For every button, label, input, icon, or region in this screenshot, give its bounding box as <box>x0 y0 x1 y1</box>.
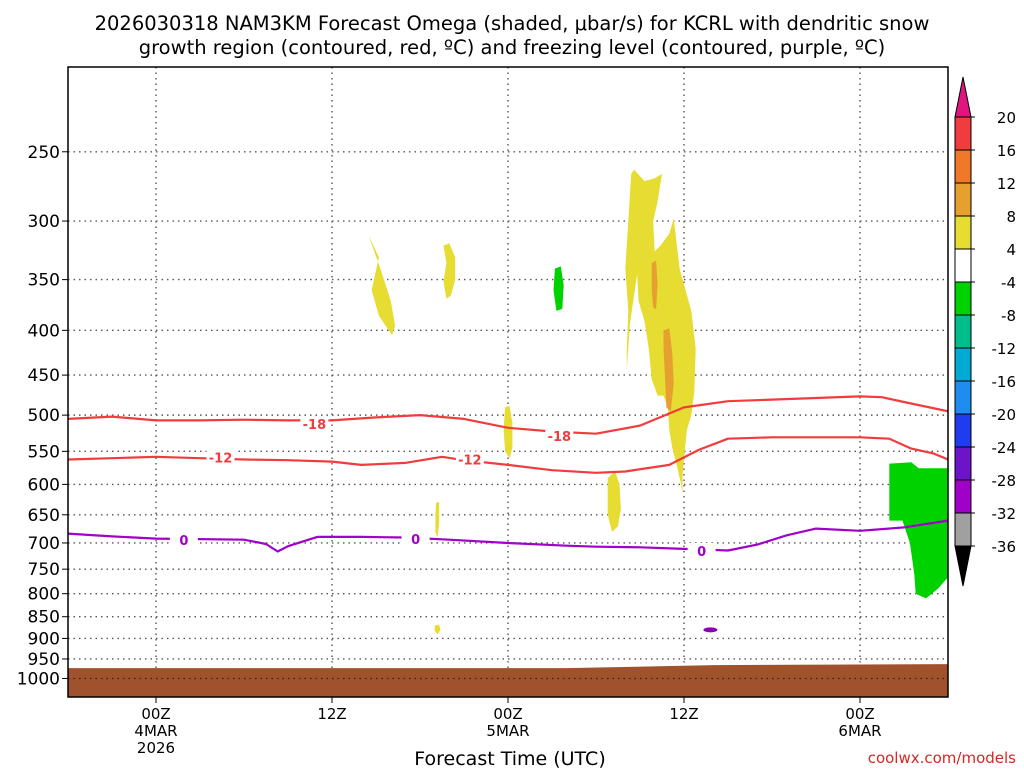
y-tick-label: 950 <box>28 650 60 670</box>
colorbar-swatch <box>954 248 972 283</box>
x-tick-label: 00Z <box>493 705 522 723</box>
colorbar-swatch <box>954 380 972 415</box>
x-axis-title: Forecast Time (UTC) <box>414 748 605 768</box>
colorbar-tick-label: -16 <box>992 373 1017 391</box>
colorbar-tick-label: -12 <box>992 340 1017 358</box>
colorbar-tick-label: -4 <box>1001 274 1016 292</box>
colorbar-swatch <box>954 215 972 250</box>
chart-title-line-2: growth region (contoured, red, ºC) and f… <box>139 36 886 59</box>
colorbar-swatch <box>954 479 972 514</box>
colorbar-swatch <box>954 281 972 316</box>
contour-label-bg <box>687 543 716 560</box>
x-tick-label: 2026 <box>137 739 175 757</box>
colorbar-tick-label: -24 <box>992 439 1017 457</box>
y-tick-label: 900 <box>28 629 60 649</box>
contour-line <box>68 519 948 553</box>
y-tick-label: 800 <box>28 585 60 605</box>
plot-content: -18 -18 -12 -12 0 0 0 <box>68 169 948 697</box>
y-tick-label: 500 <box>28 406 60 426</box>
x-tick-label: 5MAR <box>486 722 529 740</box>
contour-label: 0 <box>179 534 188 549</box>
contour-label: 0 <box>697 545 706 560</box>
y-tick-label: 700 <box>28 534 60 554</box>
colorbar-swatch <box>954 347 972 382</box>
omega-shade <box>368 235 396 336</box>
omega-shade <box>703 627 718 633</box>
colorbar-tick-label: 12 <box>997 175 1016 193</box>
x-tick-label: 12Z <box>317 705 346 723</box>
colorbar-swatch <box>954 446 972 481</box>
chart-title-line-1: 2026030318 NAM3KM Forecast Omega (shaded… <box>95 12 930 35</box>
colorbar: 20 16 12 8 4 -4 -8 -12 -16 -20 -24 -28 -32 -36 <box>954 76 1017 587</box>
x-tick-label: 00Z <box>845 705 874 723</box>
y-tick-label: 250 <box>28 143 60 163</box>
y-tick-label: 850 <box>28 608 60 628</box>
y-tick-label: 650 <box>28 506 60 526</box>
contour-label-bg <box>545 427 574 444</box>
contour-label: 0 <box>411 533 420 548</box>
plot-area: -18 -18 -12 -12 0 0 0 250 300 350 400 450 500 550 600 6… <box>17 66 949 757</box>
omega-shade <box>435 501 440 538</box>
colorbar-tick-label: -20 <box>992 406 1017 424</box>
colorbar-tick-label: -36 <box>992 538 1017 556</box>
contour-line <box>68 436 948 474</box>
omega-shade <box>443 243 456 299</box>
colorbar-tick-label: -28 <box>992 472 1017 490</box>
contour-label-bg <box>169 532 198 549</box>
colorbar-swatch <box>954 413 972 448</box>
omega-shade <box>663 328 674 412</box>
contour-label-bg <box>206 449 235 466</box>
y-tick-label: 1000 <box>17 669 60 689</box>
terrain-fill <box>68 664 948 697</box>
y-tick-label: 450 <box>28 366 60 386</box>
contour-line <box>68 395 948 435</box>
source-watermark: coolwx.com/models <box>868 749 1016 767</box>
colorbar-swatch <box>954 149 972 184</box>
omega-shade <box>889 462 948 599</box>
contour-label: -18 <box>548 430 572 445</box>
omega-shade <box>607 471 621 532</box>
x-tick-label: 6MAR <box>838 722 881 740</box>
colorbar-tick-label: 8 <box>1006 208 1016 226</box>
omega-shade <box>651 260 658 309</box>
x-tick-label: 4MAR <box>134 722 177 740</box>
contour-label: -12 <box>209 451 233 466</box>
contour-label: -12 <box>458 454 482 469</box>
y-tick-label: 550 <box>28 442 60 462</box>
y-tick-label: 300 <box>28 212 60 232</box>
colorbar-tick-label: -32 <box>992 505 1017 523</box>
contour-label-bg <box>401 531 430 548</box>
colorbar-tick-label: 20 <box>997 109 1016 127</box>
contour-label-bg <box>455 451 484 468</box>
colorbar-swatch <box>954 545 972 587</box>
colorbar-swatch <box>954 116 972 151</box>
y-tick-label: 400 <box>28 321 60 341</box>
omega-shade <box>553 266 564 311</box>
x-tick-label: 00Z <box>141 705 170 723</box>
colorbar-swatch <box>954 182 972 217</box>
omega-shade <box>625 169 696 494</box>
colorbar-swatch <box>954 512 972 547</box>
y-tick-label: 350 <box>28 271 60 291</box>
colorbar-swatch <box>954 314 972 349</box>
contour-label-bg <box>300 416 329 433</box>
y-tick-label: 750 <box>28 560 60 580</box>
colorbar-swatch <box>954 76 972 118</box>
colorbar-tick-label: -8 <box>1001 307 1016 325</box>
y-tick-label: 600 <box>28 475 60 495</box>
omega-shade <box>503 405 513 459</box>
omega-shade <box>434 624 441 635</box>
colorbar-tick-label: 16 <box>997 142 1016 160</box>
contour-label: -18 <box>303 418 327 433</box>
x-tick-label: 12Z <box>669 705 698 723</box>
colorbar-tick-label: 4 <box>1006 241 1016 259</box>
